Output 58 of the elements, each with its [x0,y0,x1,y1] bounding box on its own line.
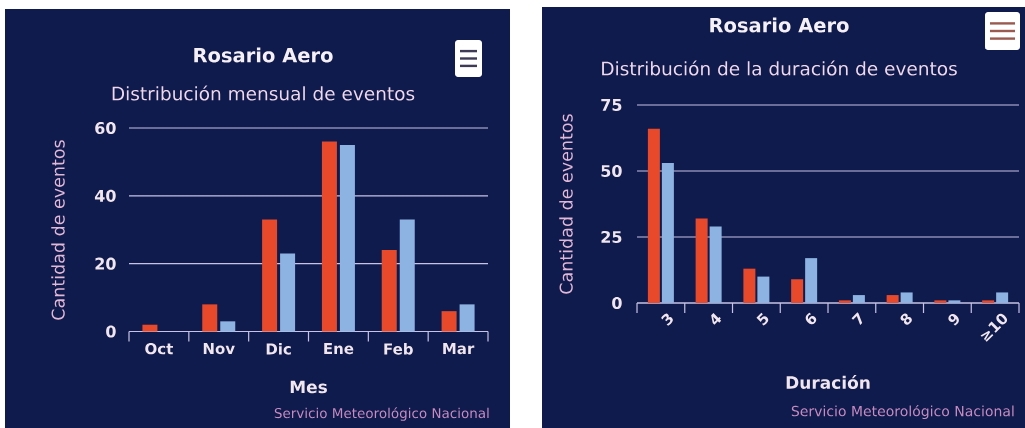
x-tick-label: Oct [145,343,173,355]
bar [459,304,475,332]
y-tick-label: 60 [95,121,116,135]
y-tick-label: 75 [601,99,622,111]
y-tick-label: 0 [106,325,116,338]
text: Servicio Meteorológico Nacional [274,407,489,421]
chart-subtitle: Distribución de la duración de eventos [602,60,957,76]
bar [852,295,865,303]
bar [791,279,804,303]
bar [934,300,947,303]
x-tick-label: 7 [851,312,863,326]
bar [886,295,899,303]
bar [321,141,337,332]
bar [805,258,818,303]
bar [262,219,278,332]
text: Servicio Meteorológico Nacional [791,404,1014,420]
x-axis-title: Mes [290,380,327,394]
bar [399,219,415,332]
y-tick-label: 20 [95,257,116,270]
bar [381,250,397,332]
x-tick-label: Dic [266,343,291,355]
bar [982,300,995,303]
bar [280,253,296,332]
x-tick-label: Nov [203,343,235,355]
chart-title: Rosario Aero [194,47,333,63]
x-tick-label: Ene [324,343,354,355]
bar [339,144,355,332]
chart-title: Rosario Aero [710,17,849,33]
y-tick-label: 40 [94,189,116,202]
bar [948,300,961,303]
bar [743,268,756,303]
chart-subtitle: Distribución mensual de eventos [112,85,415,101]
bar [142,324,158,332]
x-tick-label: 5 [756,312,769,326]
bar [838,300,851,303]
y-axis-title: Cantidad de eventos [559,114,573,294]
bar [996,292,1009,303]
x-tick-label: 8 [900,313,912,325]
bar [647,128,660,303]
bar [695,218,708,303]
x-tick-label: Mar [443,343,475,355]
y-tick-label: 0 [612,296,622,310]
bar [441,311,457,332]
y-tick-label: 25 [601,230,622,244]
x-tick-label: 6 [805,312,817,325]
x-tick-label: Feb [384,343,413,355]
bar [220,321,236,332]
y-axis-title: Cantidad de eventos [51,140,65,320]
bar [661,163,674,303]
bar [709,226,722,303]
bar [900,292,913,303]
bar [202,304,218,332]
x-axis-title: Duración [786,375,870,389]
bar [757,276,770,303]
x-tick-label: 3 [661,313,673,326]
y-tick-label: 50 [601,164,622,178]
x-tick-label: 9 [948,313,959,326]
x-tick-label: 4 [711,313,722,325]
